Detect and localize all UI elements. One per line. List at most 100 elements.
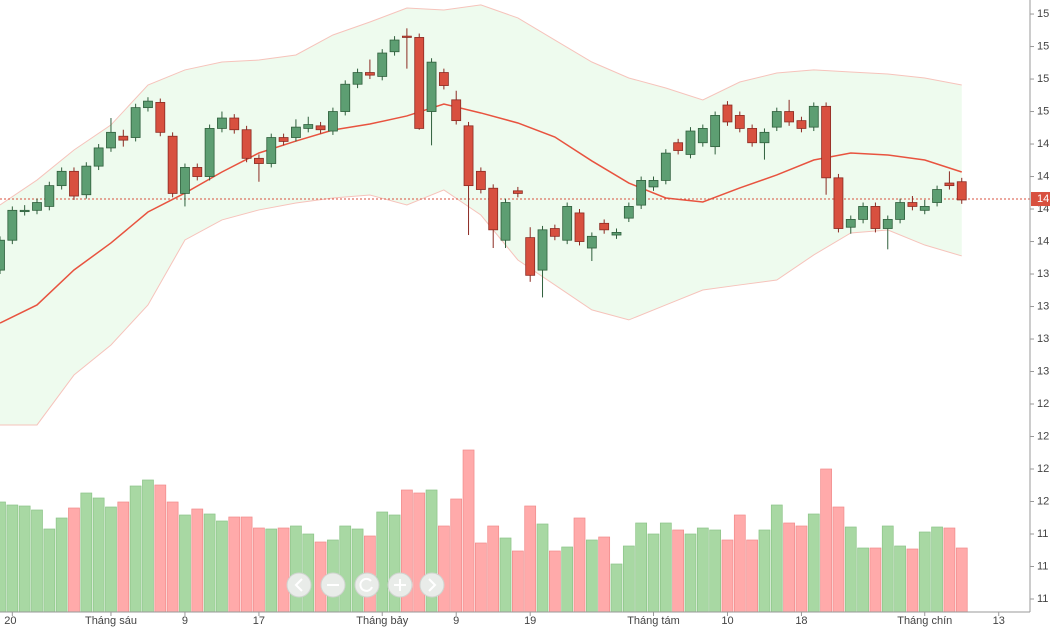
candle-body bbox=[771, 111, 782, 128]
volume-bar bbox=[0, 501, 6, 613]
volume-bar bbox=[55, 517, 68, 613]
y-tick-label: 12 bbox=[1037, 463, 1049, 475]
volume-bar bbox=[894, 545, 906, 613]
candle-body bbox=[167, 135, 178, 194]
candle-body bbox=[562, 206, 573, 241]
candle-body bbox=[623, 206, 634, 219]
volume-bar bbox=[499, 537, 512, 613]
volume-bar bbox=[881, 525, 894, 613]
candle-body bbox=[784, 111, 795, 123]
candle-body bbox=[932, 189, 942, 203]
candle-body bbox=[204, 128, 215, 177]
y-tick-label: 15 bbox=[1037, 105, 1049, 117]
candle-body bbox=[907, 202, 918, 207]
candle-body bbox=[611, 232, 622, 236]
y-tick-label: 11 bbox=[1037, 528, 1048, 540]
volume-bar bbox=[844, 526, 857, 613]
x-tick-label: 9 bbox=[453, 615, 459, 627]
candle-body bbox=[685, 130, 696, 155]
candle-body bbox=[549, 228, 560, 237]
candle-body bbox=[858, 206, 868, 220]
y-tick-label: 15 bbox=[1037, 8, 1049, 20]
candle-body bbox=[944, 182, 955, 187]
y-tick-label: 13 bbox=[1037, 300, 1049, 312]
candle-body bbox=[414, 37, 425, 129]
x-tick-label: Tháng bảy bbox=[356, 615, 408, 627]
band-lower bbox=[0, 189, 962, 426]
volume-bar bbox=[92, 497, 105, 613]
volume-bar bbox=[598, 536, 611, 613]
volume-bar bbox=[179, 514, 191, 613]
zoom-controls bbox=[286, 572, 445, 598]
x-tick-label: Tháng chín bbox=[897, 615, 952, 627]
volume-bar bbox=[166, 501, 179, 613]
candle-body bbox=[660, 152, 671, 181]
y-tick-label: 13 bbox=[1037, 333, 1049, 345]
volume-bar bbox=[820, 468, 832, 613]
scroll-right-button[interactable] bbox=[419, 572, 445, 598]
reset-button[interactable] bbox=[354, 572, 380, 598]
candle-body bbox=[69, 170, 79, 197]
y-tick-label: 15 bbox=[1037, 40, 1049, 52]
candle-body bbox=[759, 131, 770, 144]
candle-body bbox=[56, 170, 67, 187]
candle-body bbox=[7, 209, 18, 241]
x-tick-label: 19 bbox=[524, 615, 536, 627]
candle-body bbox=[919, 206, 930, 211]
moving-average bbox=[0, 103, 962, 324]
volume-bar bbox=[733, 514, 746, 613]
candle-body bbox=[438, 72, 449, 86]
candle-body bbox=[525, 237, 536, 276]
volume-bar bbox=[610, 563, 623, 613]
volume-bar bbox=[783, 522, 795, 613]
candle-body bbox=[340, 83, 351, 112]
last-price-tag bbox=[1031, 192, 1050, 207]
candle-body bbox=[722, 104, 733, 123]
scroll-left-button[interactable] bbox=[286, 572, 312, 598]
candle-body bbox=[821, 105, 832, 179]
plot-area bbox=[0, 4, 1030, 613]
volume-bar bbox=[413, 492, 426, 613]
x-tick-label: Tháng sáu bbox=[85, 615, 137, 627]
volume-bar bbox=[142, 479, 154, 613]
volume-bar bbox=[68, 507, 80, 613]
candle-body bbox=[870, 206, 881, 229]
candle-body bbox=[377, 52, 388, 77]
candle-body bbox=[537, 229, 548, 271]
volume-bar bbox=[955, 547, 968, 613]
volume-bar bbox=[290, 525, 302, 613]
volume-bar bbox=[548, 550, 561, 613]
candle-body bbox=[636, 180, 647, 206]
volume-bar bbox=[487, 525, 500, 613]
candle-body bbox=[44, 185, 55, 207]
candle-body bbox=[845, 219, 856, 228]
candle-body bbox=[278, 137, 289, 142]
candle-body bbox=[895, 202, 905, 220]
zoom-in-button[interactable] bbox=[387, 572, 413, 598]
y-tick-label: 14 bbox=[1037, 170, 1049, 182]
volume-bar bbox=[536, 523, 549, 613]
candle-body bbox=[19, 209, 30, 213]
volume-bar bbox=[43, 528, 56, 613]
volume-bar bbox=[129, 485, 142, 613]
volume-bar bbox=[906, 548, 919, 613]
candle-body bbox=[266, 137, 277, 164]
volume-bar bbox=[462, 449, 475, 613]
volume-bar bbox=[105, 506, 117, 613]
volume-bar bbox=[80, 492, 93, 613]
zoom-out-button[interactable] bbox=[320, 572, 346, 598]
candle-body bbox=[291, 126, 301, 138]
volume-bar bbox=[265, 528, 278, 613]
candle-body bbox=[229, 117, 240, 131]
candle-body bbox=[192, 167, 203, 177]
volume-bar bbox=[438, 525, 450, 613]
volume-bar bbox=[746, 539, 758, 613]
volume-bar bbox=[770, 504, 783, 613]
volume-bar bbox=[18, 505, 31, 613]
volume-bar bbox=[573, 517, 586, 613]
volume-bar bbox=[376, 511, 389, 613]
volume-bar bbox=[647, 533, 660, 613]
candle-body bbox=[500, 202, 511, 241]
x-tick-label: 13 bbox=[993, 615, 1005, 627]
